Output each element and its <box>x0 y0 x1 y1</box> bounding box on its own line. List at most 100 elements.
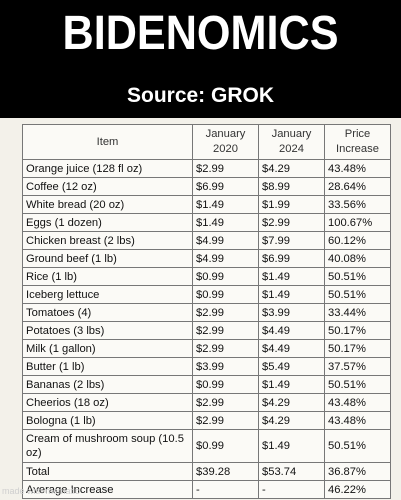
table-row: Bananas (2 lbs) $0.99 $1.49 50.51% <box>22 375 391 394</box>
cell-item: White bread (20 oz) <box>22 195 193 214</box>
table-row: Average Increase - -46.22% <box>22 480 391 499</box>
cell-price-increase: 43.48% <box>324 393 391 412</box>
cell-price-increase: 50.51% <box>324 429 391 463</box>
cell-price-increase: 50.51% <box>324 285 391 304</box>
price-table: Item January 2020 January 2024 Price Inc… <box>22 124 391 499</box>
cell-jan-2024: $4.29 <box>258 159 325 178</box>
cell-price-increase: 36.87% <box>324 462 391 481</box>
column-header-jan-2020: January 2020 <box>192 124 259 160</box>
header: BIDENOMICS Source: GROK <box>0 0 401 118</box>
cell-item: Ground beef (1 lb) <box>22 249 193 268</box>
cell-price-increase: 33.44% <box>324 303 391 322</box>
cell-price-increase: 37.57% <box>324 357 391 376</box>
table-row: Rice (1 lb) $0.99 $1.49 50.51% <box>22 267 391 286</box>
watermark: made with mematic <box>2 486 80 496</box>
table-row: Potatoes (3 lbs) $2.99 $4.49 50.17% <box>22 321 391 340</box>
cell-jan-2020: $2.99 <box>192 339 259 358</box>
cell-item: Iceberg lettuce <box>22 285 193 304</box>
cell-jan-2020: $0.99 <box>192 285 259 304</box>
cell-jan-2020: $0.99 <box>192 267 259 286</box>
cell-price-increase: 100.67% <box>324 213 391 232</box>
cell-item: Rice (1 lb) <box>22 267 193 286</box>
cell-jan-2024: $4.29 <box>258 393 325 412</box>
table-row: Tomatoes (4) $2.99 $3.99 33.44% <box>22 303 391 322</box>
cell-item: Cheerios (18 oz) <box>22 393 193 412</box>
cell-price-increase: 50.17% <box>324 339 391 358</box>
cell-item: Orange juice (128 fl oz) <box>22 159 193 178</box>
cell-jan-2024: $3.99 <box>258 303 325 322</box>
table-row: Bologna (1 lb) $2.99 $4.29 43.48% <box>22 411 391 430</box>
cell-jan-2020: $1.49 <box>192 213 259 232</box>
cell-item: Butter (1 lb) <box>22 357 193 376</box>
source-subtitle: Source: GROK <box>126 84 275 107</box>
cell-jan-2024: $1.49 <box>258 429 325 463</box>
table-row: Iceberg lettuce $0.99 $1.49 50.51% <box>22 285 391 304</box>
table-row: Cheerios (18 oz) $2.99 $4.29 43.48% <box>22 393 391 412</box>
cell-price-increase: 50.51% <box>324 375 391 394</box>
page-title: BIDENOMICS <box>62 7 339 60</box>
cell-jan-2024: $6.99 <box>258 249 325 268</box>
cell-jan-2024: $1.49 <box>258 267 325 286</box>
cell-jan-2024: $1.49 <box>258 285 325 304</box>
cell-jan-2020: $0.99 <box>192 375 259 394</box>
cell-price-increase: 33.56% <box>324 195 391 214</box>
table-row: Butter (1 lb) $3.99 $5.49 37.57% <box>22 357 391 376</box>
cell-jan-2020: $39.28 <box>192 462 259 481</box>
cell-item: Milk (1 gallon) <box>22 339 193 358</box>
column-header-jan-2024: January 2024 <box>258 124 325 160</box>
cell-jan-2024: $4.49 <box>258 339 325 358</box>
cell-jan-2024: $7.99 <box>258 231 325 250</box>
cell-jan-2020: $3.99 <box>192 357 259 376</box>
cell-jan-2024: $4.29 <box>258 411 325 430</box>
cell-jan-2020: $0.99 <box>192 429 259 463</box>
cell-item: Bologna (1 lb) <box>22 411 193 430</box>
cell-item: Cream of mushroom soup (10.5 oz) <box>22 429 193 463</box>
table-row: Cream of mushroom soup (10.5 oz) $0.99 $1.… <box>22 429 391 463</box>
table-body: Orange juice (128 fl oz) $2.99 $4.29 43.48%… <box>22 159 391 499</box>
cell-jan-2020: $1.49 <box>192 195 259 214</box>
column-header-item: Item <box>22 124 193 160</box>
cell-price-increase: 43.48% <box>324 159 391 178</box>
cell-item: Total <box>22 462 193 481</box>
cell-jan-2024: $8.99 <box>258 177 325 196</box>
cell-jan-2024: $1.49 <box>258 375 325 394</box>
cell-jan-2024: $2.99 <box>258 213 325 232</box>
table-panel: Item January 2020 January 2024 Price Inc… <box>0 118 401 500</box>
cell-jan-2024: - <box>258 480 325 499</box>
cell-price-increase: 46.22% <box>324 480 391 499</box>
cell-jan-2020: $2.99 <box>192 303 259 322</box>
cell-item: Average Increase <box>22 480 193 499</box>
column-header-price-increase: Price Increase <box>324 124 391 160</box>
cell-price-increase: 40.08% <box>324 249 391 268</box>
table-row: Orange juice (128 fl oz) $2.99 $4.29 43.48% <box>22 159 391 178</box>
cell-jan-2020: $4.99 <box>192 231 259 250</box>
cell-price-increase: 50.51% <box>324 267 391 286</box>
cell-jan-2020: $2.99 <box>192 411 259 430</box>
cell-jan-2024: $4.49 <box>258 321 325 340</box>
cell-item: Eggs (1 dozen) <box>22 213 193 232</box>
cell-jan-2024: $5.49 <box>258 357 325 376</box>
cell-price-increase: 28.64% <box>324 177 391 196</box>
table-header-row: Item January 2020 January 2024 Price Inc… <box>22 124 391 160</box>
cell-jan-2020: $2.99 <box>192 159 259 178</box>
cell-jan-2024: $1.99 <box>258 195 325 214</box>
cell-jan-2020: - <box>192 480 259 499</box>
cell-jan-2020: $2.99 <box>192 321 259 340</box>
cell-price-increase: 60.12% <box>324 231 391 250</box>
cell-item: Tomatoes (4) <box>22 303 193 322</box>
table-row: White bread (20 oz) $1.49 $1.99 33.56% <box>22 195 391 214</box>
cell-jan-2024: $53.74 <box>258 462 325 481</box>
cell-jan-2020: $4.99 <box>192 249 259 268</box>
table-row: Milk (1 gallon) $2.99 $4.49 50.17% <box>22 339 391 358</box>
cell-item: Potatoes (3 lbs) <box>22 321 193 340</box>
table-row: Coffee (12 oz) $6.99 $8.99 28.64% <box>22 177 391 196</box>
table-row: Chicken breast (2 lbs) $4.99 $7.99 60.12% <box>22 231 391 250</box>
cell-item: Bananas (2 lbs) <box>22 375 193 394</box>
cell-jan-2020: $6.99 <box>192 177 259 196</box>
cell-item: Chicken breast (2 lbs) <box>22 231 193 250</box>
table-row: Total $39.28 $53.74 36.87% <box>22 462 391 481</box>
table-row: Eggs (1 dozen) $1.49 $2.99 100.67% <box>22 213 391 232</box>
table-row: Ground beef (1 lb) $4.99 $6.99 40.08% <box>22 249 391 268</box>
cell-price-increase: 50.17% <box>324 321 391 340</box>
cell-item: Coffee (12 oz) <box>22 177 193 196</box>
